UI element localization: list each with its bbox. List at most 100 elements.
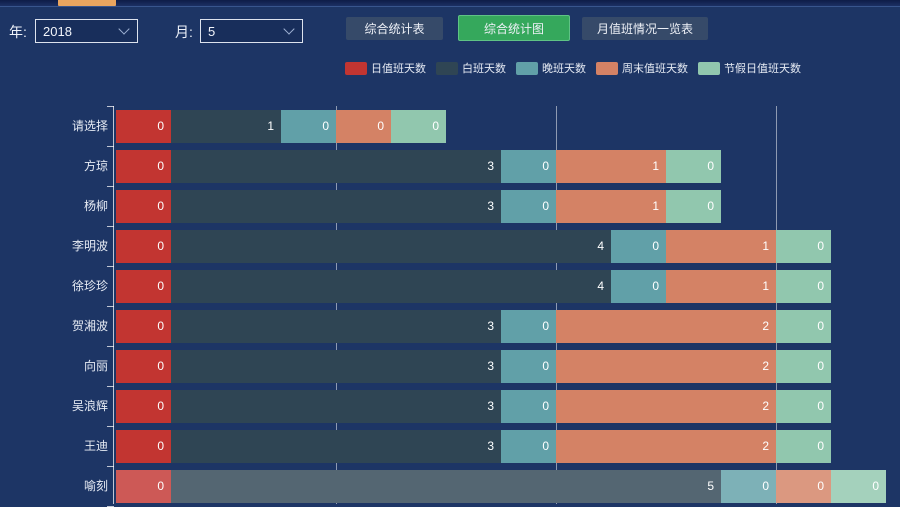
year-label: 年: (9, 24, 27, 40)
legend-item[interactable]: 晚班天数 (516, 60, 586, 76)
bar-segment[interactable]: 3 (171, 350, 501, 383)
year-select[interactable]: 2018 (35, 19, 138, 43)
y-axis-tick (107, 306, 114, 307)
bar-segment[interactable]: 0 (116, 350, 171, 383)
bar-segment[interactable]: 1 (666, 230, 776, 263)
bar-segment[interactable]: 0 (116, 150, 171, 183)
bar-segment[interactable]: 0 (501, 430, 556, 463)
bar-segment[interactable]: 0 (776, 310, 831, 343)
bar-segment[interactable]: 3 (171, 310, 501, 343)
x-gridline (336, 106, 337, 504)
legend-swatch-icon (596, 61, 618, 75)
bar-segment[interactable]: 0 (116, 190, 171, 223)
bar-segment[interactable]: 0 (116, 470, 171, 503)
x-gridline (776, 106, 777, 504)
bar-segment[interactable]: 2 (556, 350, 776, 383)
y-axis-tick (107, 186, 114, 187)
bar-segment[interactable]: 0 (611, 230, 666, 263)
active-tab-indicator[interactable] (58, 0, 116, 6)
bar-segment[interactable]: 0 (281, 110, 336, 143)
category-label: 徐珍珍 (71, 279, 108, 293)
bar-segment[interactable]: 0 (776, 270, 831, 303)
bar-segment[interactable]: 3 (171, 150, 501, 183)
summary-chart-button[interactable]: 综合统计图 (458, 15, 570, 41)
bar-segment[interactable]: 3 (171, 190, 501, 223)
bar-segment[interactable]: 0 (116, 430, 171, 463)
bar-segment[interactable]: 1 (556, 190, 666, 223)
bar-segment[interactable]: 0 (501, 350, 556, 383)
legend-swatch-icon (345, 61, 367, 75)
y-axis-tick (107, 146, 114, 147)
bar-segment[interactable]: 0 (831, 470, 886, 503)
monthly-duty-overview-button[interactable]: 月值班情况一览表 (582, 17, 708, 40)
bar-segment[interactable]: 0 (391, 110, 446, 143)
bar-segment[interactable]: 3 (171, 390, 501, 423)
bar-segment[interactable]: 3 (171, 430, 501, 463)
y-axis-tick (107, 346, 114, 347)
chart-legend: 日值班天数 白班天数 晚班天数 周末值班天数 节假日值班天数 (345, 60, 811, 76)
bar-segment[interactable]: 0 (776, 430, 831, 463)
summary-table-button[interactable]: 综合统计表 (346, 17, 443, 40)
bar-segment[interactable]: 4 (171, 270, 611, 303)
bar-segment[interactable]: 0 (501, 310, 556, 343)
bar-segment[interactable]: 0 (666, 150, 721, 183)
bar-segment[interactable]: 0 (116, 310, 171, 343)
legend-item[interactable]: 白班天数 (436, 60, 506, 76)
bar-segment[interactable]: 1 (171, 110, 281, 143)
bar-segment[interactable]: 0 (336, 110, 391, 143)
bar-segment[interactable]: 0 (721, 470, 776, 503)
bar-segment[interactable]: 0 (116, 270, 171, 303)
bar-segment[interactable]: 4 (171, 230, 611, 263)
bar-segment[interactable]: 0 (776, 470, 831, 503)
bar-segment[interactable]: 2 (556, 430, 776, 463)
legend-item[interactable]: 周末值班天数 (596, 60, 688, 76)
bar-segment[interactable]: 0 (776, 390, 831, 423)
y-axis-tick (107, 426, 114, 427)
bar-segment[interactable]: 0 (776, 230, 831, 263)
summary-table-button-label: 综合统计表 (364, 22, 425, 36)
bar-segment[interactable]: 0 (116, 230, 171, 263)
bar-segment[interactable]: 1 (666, 270, 776, 303)
bar-segment[interactable]: 2 (556, 310, 776, 343)
bar-segment[interactable]: 0 (666, 190, 721, 223)
y-axis-tick (107, 106, 114, 107)
category-label: 向丽 (83, 359, 108, 373)
y-axis-tick (107, 266, 114, 267)
legend-label: 节假日值班天数 (724, 63, 801, 75)
legend-item[interactable]: 日值班天数 (345, 60, 426, 76)
monthly-duty-overview-button-label: 月值班情况一览表 (596, 22, 693, 36)
bar-segment[interactable]: 0 (116, 110, 171, 143)
bar-segment[interactable]: 0 (501, 190, 556, 223)
category-label: 喻刻 (83, 479, 108, 493)
bar-segment[interactable]: 2 (556, 390, 776, 423)
legend-swatch-icon (698, 61, 720, 75)
y-axis-tick (107, 386, 114, 387)
bar-segment[interactable]: 1 (556, 150, 666, 183)
year-select-value: 2018 (43, 23, 72, 39)
top-strip-divider (0, 6, 900, 7)
category-label: 王迪 (83, 439, 108, 453)
bar-segment[interactable]: 0 (116, 390, 171, 423)
legend-item[interactable]: 节假日值班天数 (698, 60, 801, 76)
bar-segment[interactable]: 0 (501, 390, 556, 423)
y-axis-line (113, 106, 114, 504)
bar-segment[interactable]: 5 (171, 470, 721, 503)
bar-segment[interactable]: 0 (501, 150, 556, 183)
category-label: 请选择 (71, 119, 108, 133)
month-label: 月: (175, 24, 193, 40)
bar-segment[interactable]: 0 (611, 270, 666, 303)
bar-segment[interactable]: 0 (776, 350, 831, 383)
month-select[interactable]: 5 (200, 19, 303, 43)
legend-label: 周末值班天数 (622, 63, 688, 75)
category-label: 方琼 (83, 159, 108, 173)
legend-swatch-icon (436, 61, 458, 75)
